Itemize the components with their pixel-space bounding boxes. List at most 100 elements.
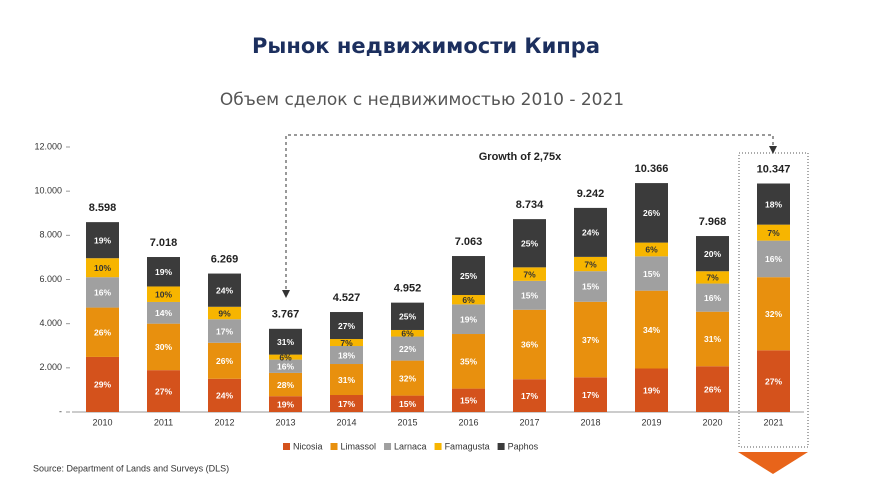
segment-label: 15% bbox=[643, 269, 660, 279]
bar-segment bbox=[513, 219, 546, 268]
segment-label: 26% bbox=[216, 356, 233, 366]
bar-segment bbox=[86, 258, 119, 278]
segment-label: 30% bbox=[155, 342, 172, 352]
segment-label: 24% bbox=[216, 391, 233, 401]
x-tick-label: 2012 bbox=[214, 417, 234, 427]
x-tick-label: 2018 bbox=[580, 417, 600, 427]
bar-segment bbox=[269, 396, 302, 412]
segment-label: 24% bbox=[216, 285, 233, 295]
chart-title: Рынок недвижимости Кипра bbox=[252, 34, 600, 58]
legend-swatch bbox=[497, 443, 505, 450]
segment-label: 27% bbox=[338, 321, 355, 331]
segment-label: 24% bbox=[582, 228, 599, 238]
x-tick-label: 2010 bbox=[92, 417, 112, 427]
bar-segment bbox=[391, 395, 424, 412]
x-tick-label: 2021 bbox=[763, 417, 783, 427]
legend-label: Nicosia bbox=[293, 441, 323, 451]
total-label: 9.242 bbox=[577, 188, 605, 200]
bar-segment bbox=[635, 256, 668, 291]
segment-label: 18% bbox=[338, 350, 355, 360]
bar-segment bbox=[391, 336, 424, 361]
x-tick-label: 2019 bbox=[641, 417, 661, 427]
bar-segment bbox=[696, 366, 729, 412]
total-label: 10.347 bbox=[757, 163, 791, 175]
bar-segment bbox=[86, 307, 119, 357]
segment-label: 16% bbox=[277, 361, 294, 371]
bar-segment bbox=[452, 295, 485, 305]
chart-subtitle: Объем сделок с недвижимостью 2010 - 2021 bbox=[220, 90, 624, 110]
bar-segment bbox=[147, 257, 180, 287]
segment-label: 34% bbox=[643, 325, 660, 335]
segment-label: 27% bbox=[155, 386, 172, 396]
segment-label: 26% bbox=[704, 384, 721, 394]
segment-label: 6% bbox=[645, 245, 658, 255]
segment-label: 18% bbox=[765, 199, 782, 209]
bar-segment bbox=[513, 379, 546, 412]
bar-segment bbox=[635, 242, 668, 257]
segment-label: 25% bbox=[460, 271, 477, 281]
segment-label: 17% bbox=[521, 391, 538, 401]
segment-label: 26% bbox=[94, 328, 111, 338]
legend-swatch bbox=[434, 443, 442, 450]
bar-segment bbox=[208, 319, 241, 343]
bar-segment bbox=[391, 360, 424, 396]
segment-label: 31% bbox=[338, 375, 355, 385]
bar-segment bbox=[696, 236, 729, 272]
segment-label: 7% bbox=[340, 338, 353, 348]
segment-label: 7% bbox=[584, 259, 597, 269]
x-tick-label: 2017 bbox=[519, 417, 539, 427]
segment-label: 17% bbox=[338, 399, 355, 409]
bar-segment bbox=[513, 267, 546, 281]
segment-label: 17% bbox=[216, 326, 233, 336]
bar-segment bbox=[269, 359, 302, 373]
bar-segment bbox=[330, 395, 363, 412]
bar-segment bbox=[147, 286, 180, 302]
bar-segment bbox=[208, 273, 241, 307]
segment-label: 19% bbox=[643, 386, 660, 396]
highlight-box bbox=[738, 152, 809, 448]
bar-segment bbox=[513, 309, 546, 380]
bar-segment bbox=[574, 256, 607, 272]
total-label: 8.598 bbox=[89, 202, 117, 214]
source: Source: Department of Lands and Surveys … bbox=[33, 463, 229, 473]
bar-segment bbox=[635, 368, 668, 412]
bar-segment bbox=[757, 350, 790, 412]
bar-segment bbox=[757, 183, 790, 225]
segment-label: 6% bbox=[462, 295, 475, 305]
y-tick-label: 4.000 bbox=[39, 318, 62, 328]
segment-label: 15% bbox=[521, 291, 538, 301]
segment-label: 19% bbox=[277, 399, 294, 409]
bar-segment bbox=[635, 290, 668, 369]
segment-label: 14% bbox=[155, 308, 172, 318]
annotation: Growth of 2,75x bbox=[479, 151, 562, 163]
legend-swatch bbox=[384, 443, 392, 450]
segment-label: 19% bbox=[94, 235, 111, 245]
y-tick-label: 8.000 bbox=[39, 230, 62, 240]
segment-label: 16% bbox=[765, 254, 782, 264]
bar-segment bbox=[696, 283, 729, 312]
bar-segment bbox=[330, 346, 363, 365]
legend-label: Paphos bbox=[508, 441, 539, 451]
bar-segment bbox=[757, 240, 790, 278]
bar-segment bbox=[86, 222, 119, 259]
segment-label: 31% bbox=[704, 334, 721, 344]
bar-segment bbox=[696, 271, 729, 284]
bar-segment bbox=[86, 356, 119, 412]
segment-label: 19% bbox=[155, 267, 172, 277]
bar-segment bbox=[208, 342, 241, 379]
segment-label: 16% bbox=[94, 288, 111, 298]
bar-segment bbox=[452, 334, 485, 389]
legend-label: Famagusta bbox=[445, 441, 490, 451]
bar-segment bbox=[330, 312, 363, 340]
segment-label: 9% bbox=[218, 308, 231, 318]
bar-segment bbox=[452, 256, 485, 296]
highlight-marker bbox=[738, 452, 808, 474]
bar-segment bbox=[452, 304, 485, 335]
y-tick-label: 2.000 bbox=[39, 362, 62, 372]
y-tick-label: 10.000 bbox=[34, 186, 62, 196]
bar-segment bbox=[269, 354, 302, 360]
bar-segment bbox=[147, 301, 180, 324]
bar-segment bbox=[574, 301, 607, 378]
x-tick-label: 2016 bbox=[458, 417, 478, 427]
